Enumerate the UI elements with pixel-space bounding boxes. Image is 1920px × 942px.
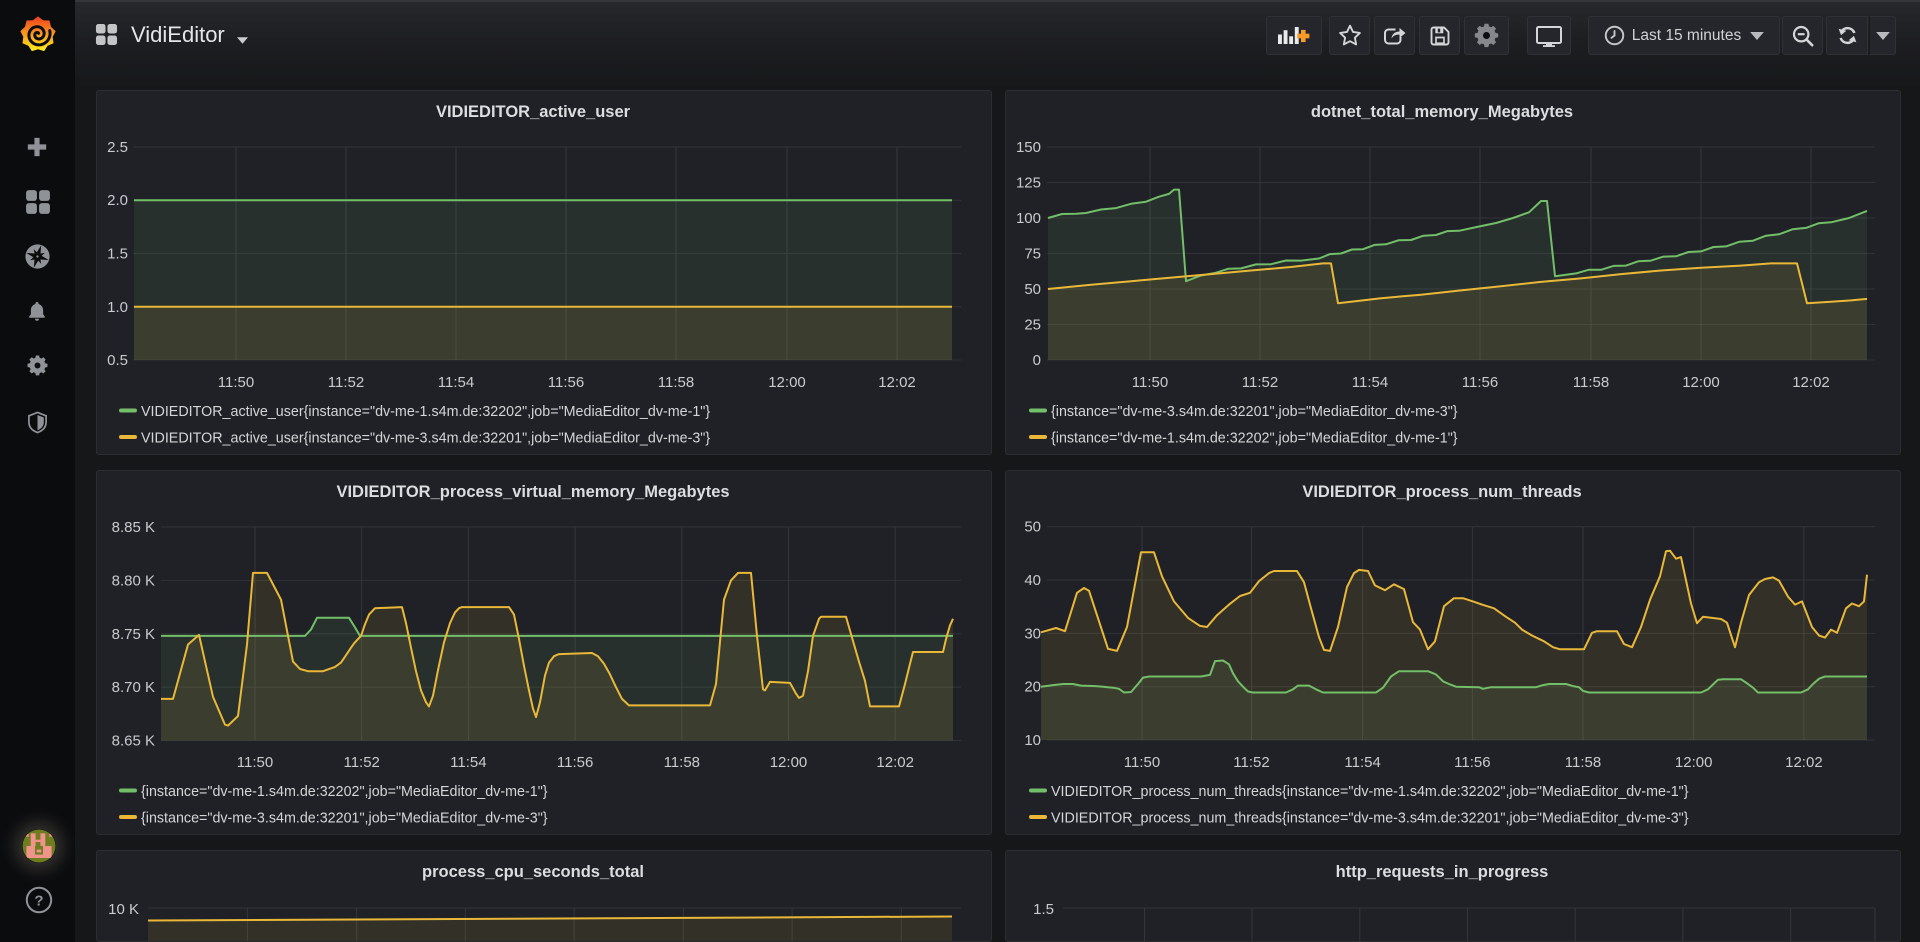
svg-text:100: 100 bbox=[1016, 210, 1041, 227]
svg-text:11:54: 11:54 bbox=[450, 754, 486, 771]
svg-text:{instance="dv-me-1.s4m.de:3220: {instance="dv-me-1.s4m.de:32202",job="Me… bbox=[1051, 431, 1458, 447]
svg-text:11:56: 11:56 bbox=[1462, 374, 1498, 391]
svg-text:11:56: 11:56 bbox=[1454, 754, 1490, 771]
svg-text:11:50: 11:50 bbox=[218, 374, 254, 391]
svg-text:dotnet_total_memory_Megabytes: dotnet_total_memory_Megabytes bbox=[1311, 103, 1573, 121]
svg-text:11:54: 11:54 bbox=[438, 374, 474, 391]
svg-text:?: ? bbox=[34, 893, 43, 910]
svg-text:http_requests_in_progress: http_requests_in_progress bbox=[1336, 863, 1549, 881]
svg-text:VIDIEDITOR_active_user: VIDIEDITOR_active_user bbox=[436, 103, 631, 121]
svg-text:11:54: 11:54 bbox=[1352, 374, 1388, 391]
svg-text:8.80 K: 8.80 K bbox=[112, 572, 155, 589]
svg-text:8.75 K: 8.75 K bbox=[112, 626, 155, 643]
svg-text:11:52: 11:52 bbox=[343, 754, 379, 771]
svg-text:11:56: 11:56 bbox=[548, 374, 584, 391]
svg-text:VIDIEDITOR_active_user{instanc: VIDIEDITOR_active_user{instance="dv-me-1… bbox=[141, 404, 710, 420]
svg-text:150: 150 bbox=[1016, 139, 1041, 156]
svg-text:VIDIEDITOR_process_num_threads: VIDIEDITOR_process_num_threads{instance=… bbox=[1051, 784, 1689, 800]
svg-text:11:58: 11:58 bbox=[658, 374, 694, 391]
svg-text:8.70 K: 8.70 K bbox=[112, 679, 155, 696]
svg-text:11:54: 11:54 bbox=[1344, 754, 1380, 771]
svg-text:12:00: 12:00 bbox=[770, 754, 808, 771]
svg-text:0: 0 bbox=[1033, 352, 1041, 369]
svg-text:12:00: 12:00 bbox=[768, 374, 806, 391]
svg-text:50: 50 bbox=[1024, 281, 1041, 298]
svg-text:8.65 K: 8.65 K bbox=[112, 733, 155, 750]
svg-text:11:50: 11:50 bbox=[1124, 754, 1160, 771]
svg-text:25: 25 bbox=[1024, 317, 1041, 334]
svg-text:1.5: 1.5 bbox=[107, 246, 128, 263]
svg-text:11:50: 11:50 bbox=[1132, 374, 1168, 391]
svg-text:11:52: 11:52 bbox=[1233, 754, 1269, 771]
svg-text:12:02: 12:02 bbox=[1785, 754, 1823, 771]
svg-text:process_cpu_seconds_total: process_cpu_seconds_total bbox=[422, 863, 644, 881]
svg-text:75: 75 bbox=[1024, 246, 1041, 263]
svg-text:12:02: 12:02 bbox=[1792, 374, 1830, 391]
svg-text:11:58: 11:58 bbox=[664, 754, 700, 771]
svg-text:VIDIEDITOR_process_virtual_mem: VIDIEDITOR_process_virtual_memory_Megaby… bbox=[336, 483, 729, 501]
svg-text:1.5: 1.5 bbox=[1033, 901, 1054, 918]
svg-text:125: 125 bbox=[1016, 175, 1041, 192]
svg-text:{instance="dv-me-1.s4m.de:3220: {instance="dv-me-1.s4m.de:32202",job="Me… bbox=[141, 784, 548, 800]
svg-text:{instance="dv-me-3.s4m.de:3220: {instance="dv-me-3.s4m.de:32201",job="Me… bbox=[1051, 404, 1458, 420]
svg-text:2.0: 2.0 bbox=[107, 192, 128, 209]
svg-text:12:02: 12:02 bbox=[878, 374, 916, 391]
svg-text:11:58: 11:58 bbox=[1573, 374, 1609, 391]
svg-text:11:50: 11:50 bbox=[237, 754, 273, 771]
svg-text:2.5: 2.5 bbox=[107, 139, 128, 156]
svg-text:20: 20 bbox=[1024, 679, 1041, 696]
svg-text:12:00: 12:00 bbox=[1675, 754, 1713, 771]
svg-text:50: 50 bbox=[1024, 519, 1041, 536]
svg-text:0.5: 0.5 bbox=[107, 352, 128, 369]
svg-text:30: 30 bbox=[1024, 625, 1041, 642]
svg-text:1.0: 1.0 bbox=[107, 299, 128, 316]
svg-text:VIDIEDITOR_process_num_threads: VIDIEDITOR_process_num_threads{instance=… bbox=[1051, 811, 1689, 827]
svg-text:VIDIEDITOR_active_user{instanc: VIDIEDITOR_active_user{instance="dv-me-3… bbox=[141, 431, 710, 447]
svg-text:10: 10 bbox=[1024, 732, 1041, 749]
svg-text:11:58: 11:58 bbox=[1565, 754, 1601, 771]
svg-text:VIDIEDITOR_process_num_threads: VIDIEDITOR_process_num_threads bbox=[1302, 483, 1581, 501]
svg-text:12:00: 12:00 bbox=[1682, 374, 1720, 391]
svg-text:12:02: 12:02 bbox=[876, 754, 914, 771]
svg-text:11:56: 11:56 bbox=[557, 754, 593, 771]
svg-text:8.85 K: 8.85 K bbox=[112, 519, 155, 536]
svg-text:11:52: 11:52 bbox=[1242, 374, 1278, 391]
svg-text:{instance="dv-me-3.s4m.de:3220: {instance="dv-me-3.s4m.de:32201",job="Me… bbox=[141, 811, 548, 827]
svg-text:40: 40 bbox=[1024, 572, 1041, 589]
svg-text:10 K: 10 K bbox=[108, 901, 139, 918]
svg-text:11:52: 11:52 bbox=[328, 374, 364, 391]
